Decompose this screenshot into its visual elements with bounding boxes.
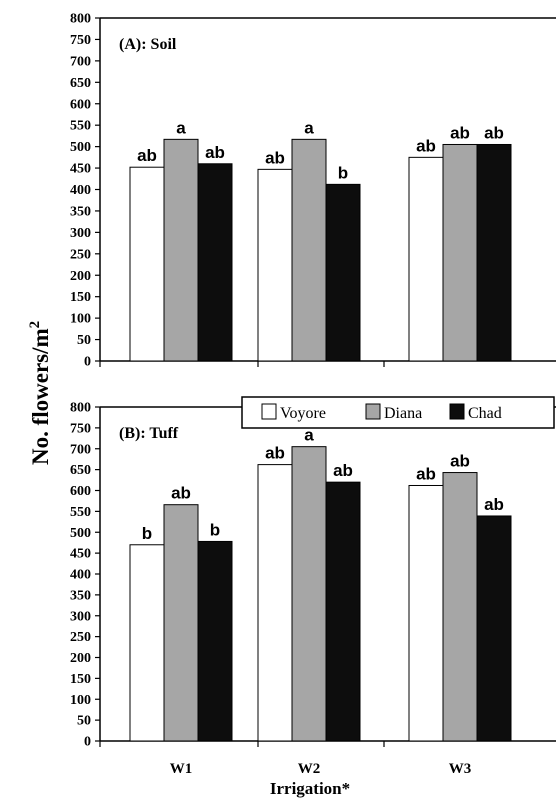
bar-diana	[291, 446, 327, 742]
bar-diana	[163, 504, 199, 742]
bar-chad	[325, 183, 361, 362]
significance-label: ab	[450, 123, 470, 142]
legend-box	[241, 396, 555, 429]
y-tick-label: 500	[70, 526, 91, 541]
y-tick-label: 550	[70, 505, 91, 520]
y-tick-label: 0	[84, 355, 91, 370]
significance-label: a	[176, 118, 186, 137]
bar-chad	[476, 515, 512, 742]
bar-voyore	[408, 156, 444, 362]
y-tick-label: 450	[70, 162, 91, 177]
y-tick-label: 100	[70, 312, 91, 327]
significance-label: ab	[265, 444, 285, 463]
y-tick-label: 50	[77, 714, 91, 729]
y-tick-label: 400	[70, 183, 91, 198]
x-category-label: W3	[449, 761, 472, 777]
bar-diana	[163, 138, 199, 362]
y-tick-label: 750	[70, 421, 91, 436]
significance-label: ab	[484, 123, 504, 142]
significance-label: ab	[265, 148, 285, 167]
legend-swatch-chad	[449, 403, 465, 420]
bar-chad	[325, 481, 361, 742]
significance-label: b	[210, 520, 220, 539]
significance-label: ab	[137, 146, 157, 165]
x-category-label: W2	[298, 761, 321, 777]
legend-label-voyore: Voyore	[280, 405, 326, 422]
legend: Voyore Diana Chad	[241, 396, 555, 429]
y-tick-label: 450	[70, 547, 91, 562]
y-tick-label: 800	[70, 401, 91, 416]
y-tick-label: 650	[70, 76, 91, 91]
legend-swatch-voyore	[261, 403, 277, 420]
panel-title: (B): Tuff	[119, 425, 179, 442]
significance-label: ab	[450, 452, 470, 471]
y-tick-label: 150	[70, 672, 91, 687]
y-tick-label: 750	[70, 33, 91, 48]
y-tick-label: 150	[70, 290, 91, 305]
y-tick-label: 650	[70, 463, 91, 478]
y-tick-label: 100	[70, 693, 91, 708]
panel-title: (A): Soil	[119, 36, 177, 53]
bar-voyore	[129, 166, 165, 362]
y-tick-label: 350	[70, 204, 91, 219]
y-tick-label: 550	[70, 119, 91, 134]
y-tick-label: 700	[70, 54, 91, 69]
bar-diana	[442, 143, 478, 362]
panel-a-soil: 0 50 100 150 200 250 300 350 400 450 500 550 600 650 7…	[70, 12, 556, 370]
y-tick-label: 250	[70, 247, 91, 262]
bar-voyore	[129, 544, 165, 742]
significance-label: ab	[416, 136, 436, 155]
y-tick-label: 200	[70, 651, 91, 666]
significance-label: b	[338, 163, 348, 182]
y-tick-label: 300	[70, 609, 91, 624]
y-tick-label: 350	[70, 588, 91, 603]
bar-chad	[476, 143, 512, 362]
y-tick-label: 0	[84, 735, 91, 750]
y-axis-label-text: No. flowers/m	[28, 328, 53, 465]
panel-b-tuff: 0 50 100 150 200 250 300 350 400 450 500 550 600 650 7…	[70, 401, 556, 777]
significance-label: b	[142, 524, 152, 543]
legend-label-chad: Chad	[468, 405, 502, 422]
x-category-label: W1	[170, 761, 193, 777]
significance-label: ab	[333, 461, 353, 480]
significance-label: ab	[171, 484, 191, 503]
y-tick-label: 700	[70, 442, 91, 457]
y-tick-label: 250	[70, 630, 91, 645]
significance-label: ab	[416, 464, 436, 483]
bar-diana	[442, 472, 478, 742]
y-tick-label: 400	[70, 568, 91, 583]
y-tick-label: 600	[70, 97, 91, 112]
bar-chad	[197, 163, 233, 362]
y-tick-label: 50	[77, 333, 91, 348]
legend-label-diana: Diana	[384, 405, 422, 422]
y-tick-label: 800	[70, 12, 91, 27]
y-axis-label-superscript: 2	[27, 321, 43, 329]
bar-voyore	[257, 464, 293, 742]
bar-voyore	[257, 168, 293, 362]
significance-label: a	[304, 118, 314, 137]
y-tick-label: 500	[70, 140, 91, 155]
x-axis-label: Irrigation*	[270, 779, 350, 798]
y-tick-label: 200	[70, 269, 91, 284]
significance-label: a	[304, 426, 314, 445]
bar-chad	[197, 540, 233, 742]
bar-diana	[291, 138, 327, 362]
y-tick-label: 600	[70, 484, 91, 499]
significance-label: ab	[484, 495, 504, 514]
bar-voyore	[408, 484, 444, 742]
significance-label: ab	[205, 143, 225, 162]
y-tick-label: 300	[70, 226, 91, 241]
legend-swatch-diana	[365, 403, 381, 420]
y-axis-label: No. flowers/m2	[27, 321, 53, 465]
